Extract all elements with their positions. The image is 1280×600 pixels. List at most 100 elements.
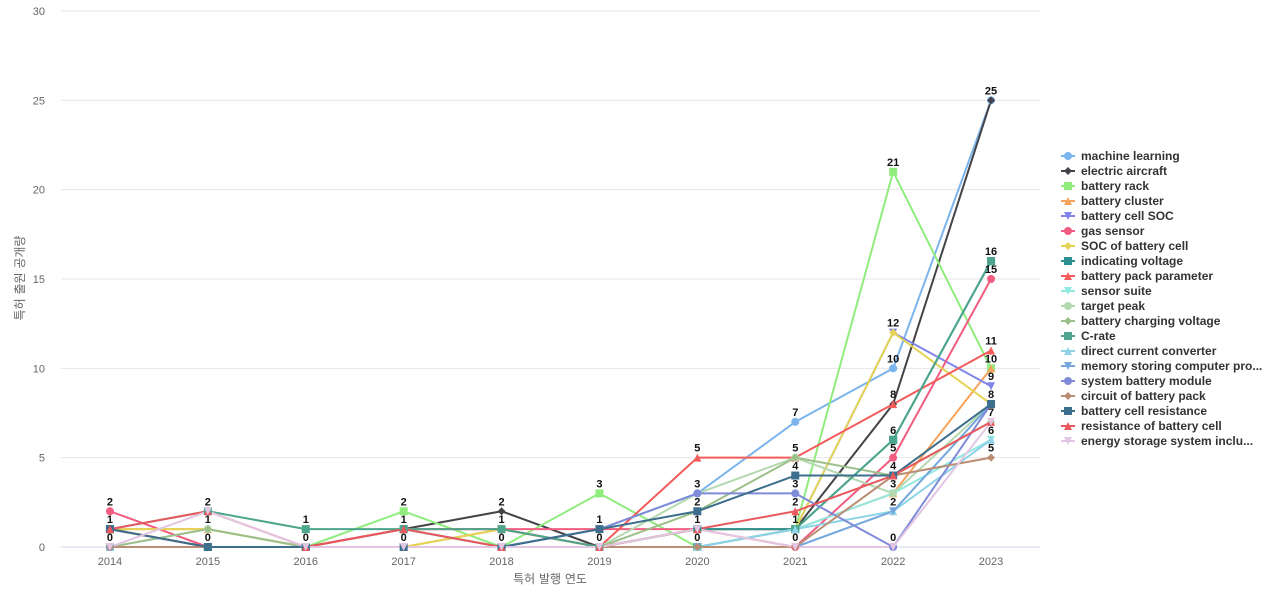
- data-point-marker: [399, 543, 408, 551]
- legend-item[interactable]: sensor suite: [1061, 284, 1152, 298]
- data-point-marker: [791, 525, 800, 534]
- legend-item[interactable]: energy storage system inclu...: [1061, 434, 1253, 448]
- data-point-marker: [889, 400, 898, 409]
- data-point-marker: [987, 453, 996, 462]
- legend-marker-icon: [1064, 167, 1072, 175]
- legend-label: system battery module: [1081, 374, 1212, 388]
- series-layer: [109, 99, 993, 548]
- legend-item[interactable]: direct current converter: [1061, 344, 1217, 358]
- data-point-marker: [203, 543, 212, 551]
- legend-item[interactable]: electric aircraft: [1061, 164, 1167, 178]
- legend-marker-icon: [1064, 302, 1072, 310]
- legend-marker-icon: [1064, 347, 1072, 355]
- data-point-marker: [693, 453, 702, 462]
- y-tick-label: 5: [39, 453, 45, 465]
- legend-label: sensor suite: [1081, 284, 1152, 298]
- data-label: 3: [890, 478, 896, 490]
- data-label: 4: [792, 461, 799, 473]
- legend-item[interactable]: battery rack: [1061, 179, 1149, 193]
- data-point-marker: [791, 489, 800, 498]
- data-label: 1: [596, 514, 602, 526]
- legend-label: battery rack: [1081, 179, 1149, 193]
- data-label: 16: [985, 246, 997, 258]
- data-point-marker: [987, 257, 996, 266]
- data-point-marker: [301, 543, 310, 551]
- data-label: 2: [498, 496, 504, 508]
- data-label: 5: [792, 443, 798, 455]
- legend-item[interactable]: battery pack parameter: [1061, 269, 1213, 283]
- legend-label: circuit of battery pack: [1081, 389, 1206, 403]
- data-point-marker: [889, 328, 898, 337]
- legend-marker-icon: [1064, 242, 1072, 250]
- series-line: [109, 403, 992, 548]
- data-point-marker: [889, 453, 898, 462]
- legend-marker-icon: [1064, 272, 1072, 280]
- legend-marker-icon: [1064, 377, 1072, 385]
- legend-item[interactable]: target peak: [1061, 299, 1145, 313]
- legend-item[interactable]: battery cell resistance: [1061, 404, 1207, 418]
- legend-marker-icon: [1064, 152, 1072, 160]
- data-label: 5: [890, 443, 896, 455]
- legend-item[interactable]: battery cell SOC: [1061, 209, 1174, 223]
- legend-item[interactable]: circuit of battery pack: [1061, 389, 1206, 403]
- x-tick-label: 2020: [685, 556, 709, 568]
- data-point-marker: [889, 489, 898, 498]
- data-point-marker: [399, 507, 408, 516]
- data-label: 0: [792, 532, 798, 544]
- data-label: 25: [985, 85, 997, 97]
- legend-marker-icon: [1064, 227, 1072, 235]
- data-point-marker: [791, 417, 800, 426]
- data-point-marker: [987, 400, 996, 409]
- data-label: 1: [303, 514, 309, 526]
- data-label: 2: [205, 496, 211, 508]
- data-point-marker: [595, 489, 604, 498]
- legend-item[interactable]: battery charging voltage: [1061, 314, 1221, 328]
- x-tick-label: 2022: [881, 556, 905, 568]
- x-axis-title: 특허 발행 연도: [513, 571, 587, 586]
- data-point-marker: [987, 364, 996, 373]
- data-point-marker: [791, 453, 800, 462]
- legend-marker-icon: [1064, 197, 1072, 205]
- data-label: 15: [985, 264, 997, 276]
- data-point-marker: [987, 382, 996, 391]
- data-label: 12: [887, 318, 899, 330]
- data-label: 2: [694, 496, 700, 508]
- legend-item[interactable]: C-rate: [1061, 329, 1116, 343]
- data-label: 1: [205, 514, 211, 526]
- marker-layer: [105, 96, 996, 551]
- legend-item[interactable]: memory storing computer pro...: [1061, 359, 1262, 373]
- series-line: [109, 331, 992, 548]
- data-point-marker: [987, 435, 996, 444]
- legend-marker-icon: [1064, 212, 1072, 220]
- data-label: 3: [792, 478, 798, 490]
- data-point-marker: [987, 96, 996, 105]
- data-label: 1: [792, 514, 798, 526]
- data-point-marker: [987, 417, 996, 426]
- legend-item[interactable]: resistance of battery cell: [1061, 419, 1222, 433]
- data-label: 6: [890, 425, 896, 437]
- series-line: [109, 260, 992, 548]
- y-tick-label: 30: [33, 6, 45, 18]
- legend-item[interactable]: SOC of battery cell: [1061, 239, 1188, 253]
- legend-item[interactable]: machine learning: [1061, 149, 1180, 163]
- legend-marker-icon: [1064, 317, 1072, 325]
- data-label: 1: [401, 514, 407, 526]
- legend-label: battery pack parameter: [1081, 269, 1213, 283]
- data-label: 0: [694, 532, 700, 544]
- data-label: 0: [890, 532, 896, 544]
- series-line: [109, 260, 992, 548]
- legend-label: electric aircraft: [1081, 164, 1167, 178]
- data-label: 3: [694, 478, 700, 490]
- legend-item[interactable]: gas sensor: [1061, 224, 1145, 238]
- data-point-marker: [889, 364, 898, 373]
- data-label: 2: [107, 496, 113, 508]
- data-point-marker: [301, 525, 310, 534]
- legend-item[interactable]: battery cluster: [1061, 194, 1164, 208]
- data-label: 0: [498, 532, 504, 544]
- y-axis-title: 특허 출원 공개량: [13, 236, 27, 321]
- legend-item[interactable]: indicating voltage: [1061, 254, 1183, 268]
- data-point-marker: [889, 435, 898, 444]
- legend-item[interactable]: system battery module: [1061, 374, 1212, 388]
- y-tick-label: 0: [39, 542, 45, 554]
